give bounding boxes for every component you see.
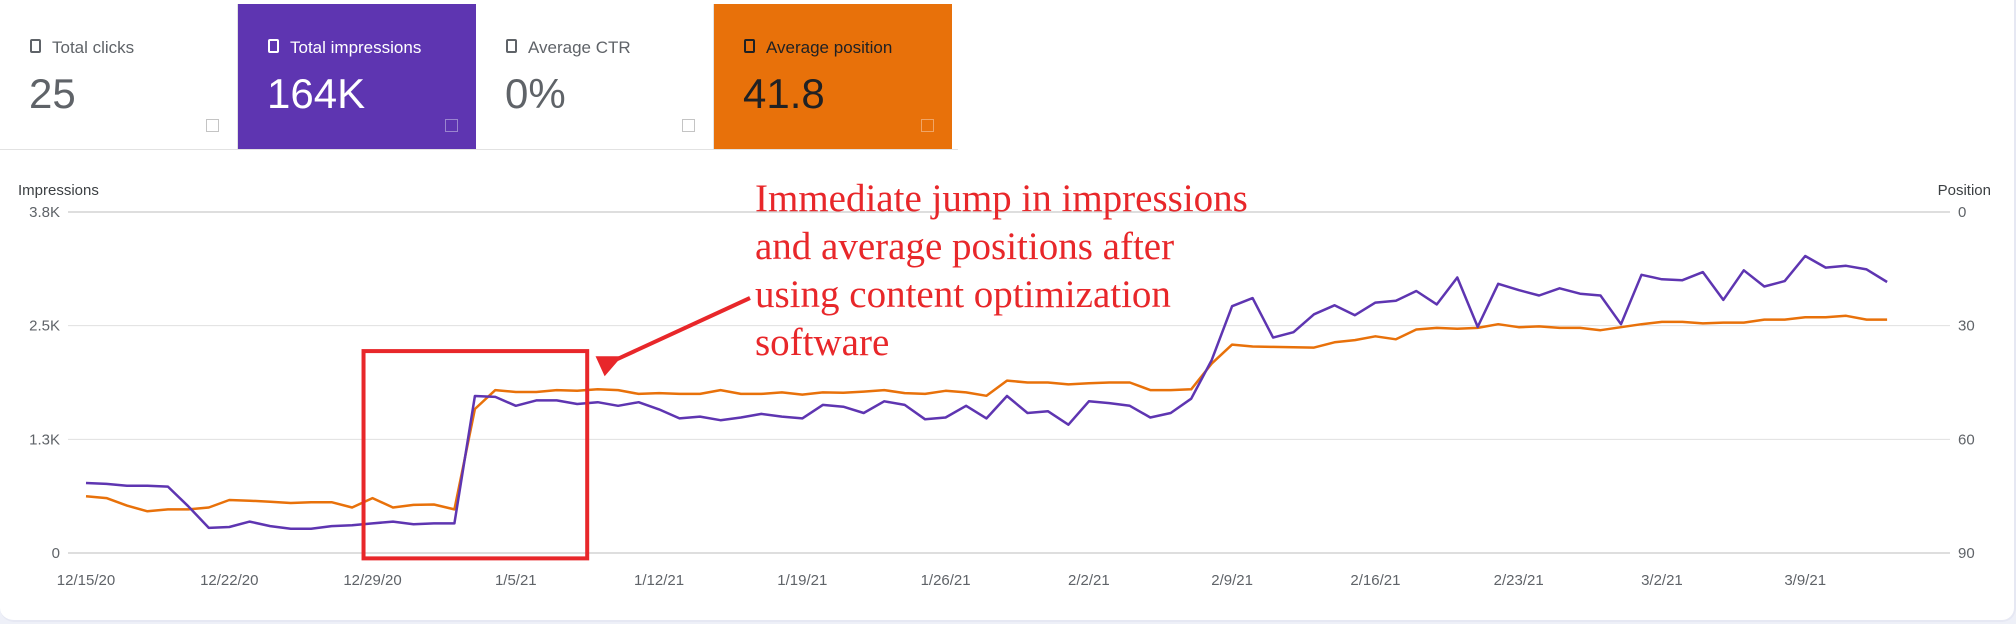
annotation-layer (364, 298, 750, 558)
x-tick-label: 1/19/21 (777, 572, 827, 589)
y-left-tick-label: 3.8K (29, 204, 60, 221)
left-axis-title: Impressions (18, 182, 99, 199)
x-tick-label: 1/12/21 (634, 572, 684, 589)
x-tick-label: 2/23/21 (1494, 572, 1544, 589)
annotation-line: software (755, 319, 1315, 367)
x-tick-label: 1/5/21 (495, 572, 537, 589)
annotation-line: using content optimization (755, 271, 1315, 319)
x-tick-label: 12/15/20 (57, 572, 115, 589)
y-left-tick-label: 1.3K (29, 431, 60, 448)
annotation-line: and average positions after (755, 223, 1315, 271)
x-tick-label: 2/2/21 (1068, 572, 1110, 589)
y-left-tick-label: 2.5K (29, 318, 60, 335)
highlight-box (364, 351, 588, 558)
x-tick-label: 2/16/21 (1350, 572, 1400, 589)
x-tick-label: 3/9/21 (1784, 572, 1826, 589)
y-right-tick-label: 60 (1958, 431, 1975, 448)
annotation-text: Immediate jump in impressions and averag… (755, 175, 1315, 367)
annotation-line: Immediate jump in impressions (755, 175, 1315, 223)
x-tick-label: 12/29/20 (343, 572, 401, 589)
arrow-head (596, 356, 622, 376)
y-left-tick-label: 0 (52, 545, 60, 562)
y-right-tick-label: 0 (1958, 204, 1966, 221)
right-axis-title: Position (1938, 182, 1991, 199)
x-tick-label: 1/26/21 (921, 572, 971, 589)
x-tick-label: 3/2/21 (1641, 572, 1683, 589)
y-right-tick-label: 90 (1958, 545, 1975, 562)
annotation-arrow (615, 298, 750, 360)
x-tick-label: 2/9/21 (1211, 572, 1253, 589)
x-tick-label: 12/22/20 (200, 572, 258, 589)
left-axis-ticks: 0 1.3K 2.5K 3.8K (29, 204, 60, 562)
right-axis-ticks: 90 60 30 0 (1958, 204, 1975, 562)
y-right-tick-label: 30 (1958, 318, 1975, 335)
x-axis-ticks: 12/15/20 12/22/20 12/29/20 1/5/21 1/12/21 1/1… (57, 572, 1826, 589)
